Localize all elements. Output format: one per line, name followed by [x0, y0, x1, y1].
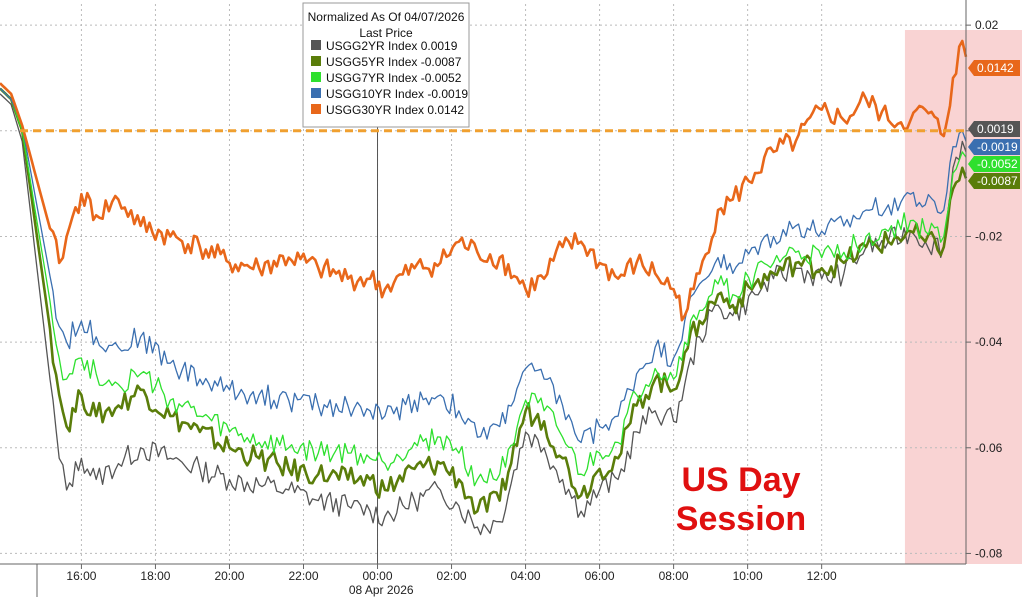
- legend-entry: USGG2YR Index 0.0019: [326, 39, 458, 53]
- x-tick-label: 12:00: [807, 569, 837, 583]
- session-label-line2: Session: [676, 500, 806, 538]
- series-line-usgg30yr: [0, 39, 968, 322]
- x-tick-label: 10:00: [733, 569, 763, 583]
- legend-title: Normalized As Of 04/07/2026: [308, 10, 465, 24]
- y-tick-label: -0.04: [975, 335, 1003, 349]
- legend-swatch: [311, 104, 321, 114]
- last-value-tag-bg: [968, 121, 1020, 137]
- y-tick-label: 0.02: [975, 18, 999, 32]
- last-value-tag-bg: [968, 173, 1020, 189]
- legend-subtitle: Last Price: [359, 26, 413, 40]
- last-value-tag-text: -0.0087: [977, 174, 1018, 188]
- last-value-tag-text: -0.0052: [977, 157, 1018, 171]
- legend-swatch: [311, 40, 321, 50]
- last-value-tag: 0.0019: [968, 121, 1020, 137]
- series-line-usgg10yr: [0, 88, 967, 445]
- last-value-tag: -0.0052: [968, 156, 1020, 172]
- series-line-usgg5yr: [0, 87, 968, 515]
- last-value-tag-text: 0.0142: [977, 61, 1014, 75]
- x-tick-label: 02:00: [437, 569, 467, 583]
- x-tick-label: 06:00: [585, 569, 615, 583]
- series-line-usgg2yr: [0, 93, 967, 536]
- x-tick-label: 04:00: [511, 569, 541, 583]
- legend-entries: USGG2YR Index 0.0019 USGG5YR Index -0.008…: [311, 39, 468, 117]
- legend-entry: USGG5YR Index -0.0087: [326, 55, 462, 69]
- x-tick-label: 20:00: [214, 569, 244, 583]
- x-tick-label: 00:00: [363, 569, 393, 583]
- legend-swatch: [311, 88, 321, 98]
- last-value-tag-bg: [968, 60, 1020, 76]
- last-value-tag: -0.0087: [968, 173, 1020, 189]
- y-tick-label: -0.06: [975, 441, 1003, 455]
- y-tick-label: -0.08: [975, 546, 1003, 560]
- session-label: US Day Session: [676, 461, 806, 538]
- x-tick-label: 16:00: [66, 569, 96, 583]
- legend-swatch: [311, 56, 321, 66]
- x-tick-label: 22:00: [288, 569, 318, 583]
- last-value-tag-bg: [968, 139, 1020, 155]
- legend-entry: USGG7YR Index -0.0052: [326, 71, 462, 85]
- last-value-tag-text: 0.0019: [977, 122, 1014, 136]
- series-line-usgg7yr: [0, 88, 967, 487]
- legend-entry: USGG10YR Index -0.0019: [326, 87, 468, 101]
- last-value-tag-bg: [968, 156, 1020, 172]
- x-tick-label: 08:00: [659, 569, 689, 583]
- last-value-tag-text: -0.0019: [977, 140, 1018, 154]
- last-value-tag: 0.0142: [968, 60, 1020, 76]
- legend-entry: USGG30YR Index 0.0142: [326, 103, 464, 117]
- last-value-tags: 0.0019 -0.0087 -0.0052 -0.0019 0.0142: [968, 60, 1020, 189]
- legend-box: [302, 2, 470, 128]
- x-date-label: 08 Apr 2026: [349, 583, 414, 597]
- x-tick-label: 18:00: [140, 569, 170, 583]
- legend: Normalized As Of 04/07/2026 Last Price U…: [302, 2, 470, 128]
- series-layer: [0, 39, 968, 536]
- last-value-tag: -0.0019: [968, 139, 1020, 155]
- legend-swatch: [311, 72, 321, 82]
- us-session-shade: [904, 30, 1022, 564]
- y-tick-label: -0.02: [975, 229, 1003, 243]
- session-label-line1: US Day: [681, 461, 800, 499]
- shaded-region-layer: [904, 30, 1022, 564]
